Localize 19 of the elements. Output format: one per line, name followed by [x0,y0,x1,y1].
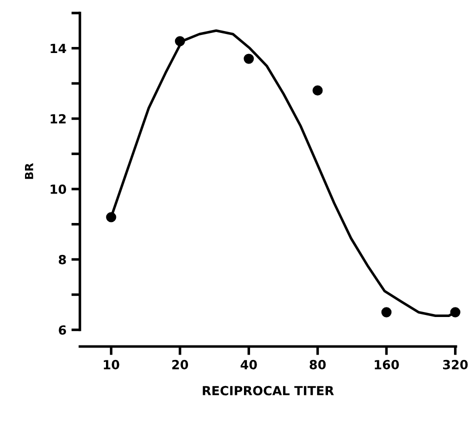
point [244,54,254,64]
x-tick-label: 80 [310,360,326,370]
y-tick-label: 10 [50,184,66,194]
point [312,85,323,96]
point [106,212,116,222]
point [381,307,392,318]
point [174,36,186,46]
point [450,307,460,318]
y-tick-label: 8 [58,254,66,264]
y-tick-label: 14 [50,44,66,53]
x-tick-label: 160 [374,360,399,370]
x-tick-label: 10 [104,360,120,370]
x-tick-label: 320 [443,360,468,370]
y-axis-title: BR [25,163,34,179]
x-axis-title: RECIPROCAL TITER [202,386,334,396]
y-tick-label: 6 [58,325,66,335]
x-tick-label: 20 [172,360,188,370]
y-tick-label: 12 [50,114,66,124]
x-tick-label: 40 [240,360,257,370]
